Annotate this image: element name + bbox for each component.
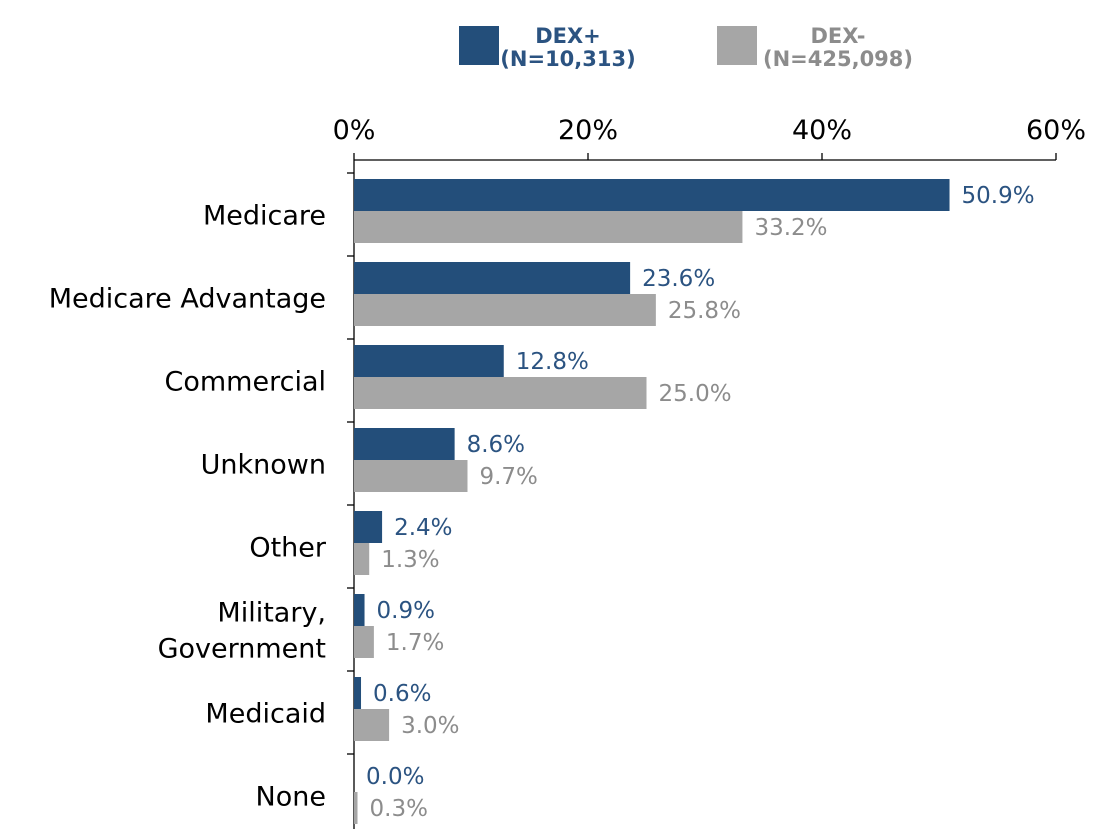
category-label: Medicare Advantage <box>49 284 326 315</box>
category-label: Medicaid <box>205 699 326 730</box>
data-labels: 50.9% 33.2% 23.6% 25.8% 12.8% 25.0% 8.6% 9.7% 2.… <box>366 183 1035 822</box>
bar-dex-minus <box>354 211 743 243</box>
data-label-dex-minus: 33.2% <box>754 215 827 241</box>
bar-dex-plus <box>354 262 631 294</box>
bar-dex-plus <box>354 428 455 460</box>
bar-dex-minus <box>354 626 374 658</box>
x-tick-label: 0% <box>333 115 376 146</box>
bar-dex-plus <box>354 511 383 543</box>
data-label-dex-plus: 23.6% <box>642 266 715 292</box>
category-label: Military, Government <box>158 598 326 665</box>
data-label-dex-minus: 0.3% <box>370 796 428 822</box>
category-label: Commercial <box>165 367 327 398</box>
category-label: Other <box>249 533 327 564</box>
category-label: Medicare <box>203 201 326 232</box>
x-tick-label: 60% <box>1026 115 1086 146</box>
data-label-dex-minus: 1.7% <box>386 630 444 656</box>
data-label-dex-minus: 25.8% <box>668 298 741 324</box>
bars <box>354 179 950 824</box>
data-label-dex-minus: 3.0% <box>401 713 459 739</box>
legend-label-1: DEX- <box>811 24 866 48</box>
bar-dex-plus <box>354 345 504 377</box>
data-label-dex-minus: 9.7% <box>479 464 537 490</box>
bar-dex-minus <box>354 709 390 741</box>
bar-dex-minus <box>354 792 358 824</box>
legend-label-0: DEX+ <box>535 24 601 48</box>
x-tick-label: 20% <box>558 115 618 146</box>
bar-dex-minus <box>354 460 468 492</box>
category-label: None <box>256 782 326 813</box>
data-label-dex-plus: 8.6% <box>467 432 525 458</box>
bar-dex-minus <box>354 543 370 575</box>
data-label-dex-plus: 0.9% <box>377 598 435 624</box>
data-label-dex-plus: 2.4% <box>394 515 452 541</box>
legend-swatch-0 <box>459 26 499 65</box>
bar-dex-plus <box>354 594 365 626</box>
data-label-dex-minus: 1.3% <box>381 547 439 573</box>
legend-label-1: (N=425,098) <box>763 47 913 71</box>
y-axis: Medicare Medicare Advantage Commercial Unkn… <box>49 160 355 829</box>
x-tick-label: 40% <box>792 115 852 146</box>
data-label-dex-plus: 0.6% <box>373 681 431 707</box>
bar-dex-minus <box>354 294 656 326</box>
data-label-dex-plus: 12.8% <box>516 349 589 375</box>
x-axis: 0% 20% 40% 60% <box>333 115 1086 161</box>
legend: DEX+(N=10,313) DEX-(N=425,098) <box>459 24 913 71</box>
legend-label-0: (N=10,313) <box>500 47 635 71</box>
data-label-dex-minus: 25.0% <box>659 381 732 407</box>
bar-dex-plus <box>354 179 950 211</box>
data-label-dex-plus: 0.0% <box>366 764 424 790</box>
bar-dex-plus <box>354 677 362 709</box>
bar-dex-minus <box>354 377 647 409</box>
legend-swatch-1 <box>717 26 757 65</box>
category-label: Unknown <box>201 450 326 481</box>
data-label-dex-plus: 50.9% <box>962 183 1035 209</box>
